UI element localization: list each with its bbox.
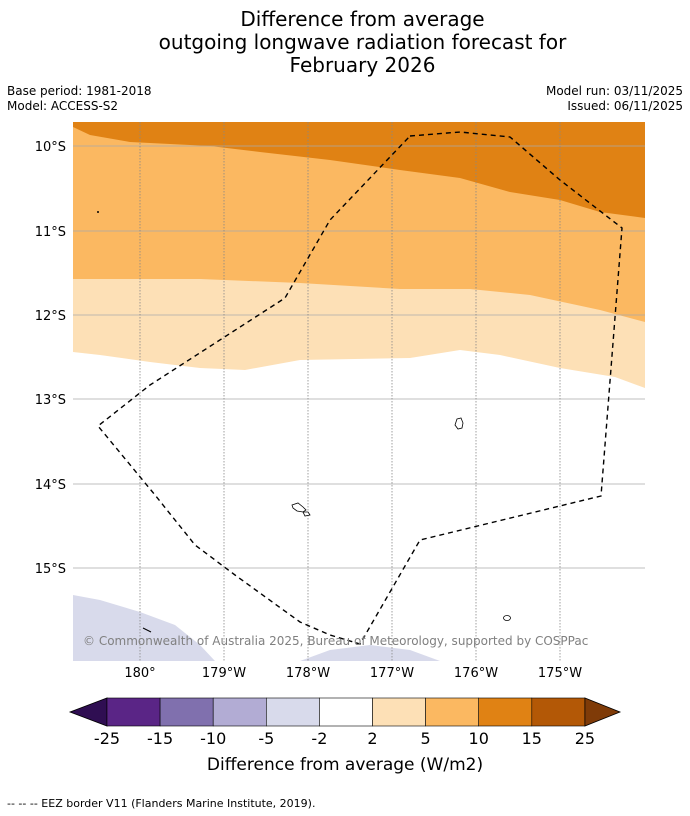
- lon-label: 177°W: [370, 666, 414, 681]
- colorbar-box: [106, 697, 161, 727]
- eez-border: [97, 131, 623, 645]
- colorbar-extend-high: [584, 697, 622, 727]
- colorbar-box: [425, 697, 480, 727]
- lat-label: 13°S: [35, 393, 66, 408]
- colorbar-tick-label: -25: [94, 729, 120, 748]
- lon-label: 176°W: [454, 666, 498, 681]
- colorbar: -25 -15 -10 -5 -2 2 5 10 15 25: [68, 697, 622, 748]
- map-figure: © Commonwealth of Australia 2025, Bureau…: [35, 122, 645, 775]
- lat-label: 12°S: [35, 309, 66, 324]
- colorbar-tick-label: -5: [258, 729, 274, 748]
- lat-labels: 10°S 11°S 12°S 13°S 14°S 15°S: [35, 140, 66, 577]
- lon-labels: 180° 179°W 178°W 177°W 176°W 175°W: [124, 666, 582, 681]
- anomaly-region-neg-2-5-south: [300, 645, 440, 661]
- model-text: Model: ACCESS-S2: [7, 99, 119, 113]
- lat-label: 14°S: [35, 478, 66, 493]
- colorbar-tick-label: -15: [147, 729, 173, 748]
- islet-dot: [97, 211, 99, 213]
- colorbar-tick-label: 15: [522, 729, 542, 748]
- island-swains: [454, 417, 464, 430]
- colorbar-tick-label: -2: [311, 729, 327, 748]
- lat-label: 10°S: [35, 140, 66, 155]
- island-tutuila: [291, 502, 307, 513]
- colorbar-tick-label: -10: [200, 729, 226, 748]
- colorbar-box: [531, 697, 586, 727]
- copyright-text: © Commonwealth of Australia 2025, Bureau…: [83, 634, 588, 648]
- colorbar-axis-title: Difference from average (W/m2): [207, 755, 483, 775]
- lat-label: 11°S: [35, 225, 66, 240]
- base-period-text: Base period: 1981-2018: [7, 84, 152, 98]
- colorbar-tick-label: 10: [469, 729, 489, 748]
- colorbar-box: [212, 697, 267, 727]
- lon-label: 180°: [124, 666, 155, 681]
- island-west: [142, 627, 152, 633]
- lat-grid: [73, 145, 645, 569]
- lon-label: 178°W: [286, 666, 330, 681]
- title-line-3: February 2026: [289, 53, 436, 77]
- chart-title: Difference from average outgoing longwav…: [0, 8, 690, 77]
- colorbar-extend-low: [68, 697, 108, 727]
- island-rose: [503, 615, 511, 621]
- colorbar-box: [159, 697, 214, 727]
- colorbar-box: [265, 697, 320, 727]
- colorbar-box: [372, 697, 426, 727]
- eez-legend: -- -- -- EEZ border V11 (Flanders Marine…: [7, 797, 316, 810]
- colorbar-tick-label: 2: [367, 729, 377, 748]
- lon-label: 175°W: [538, 666, 582, 681]
- title-line-1: Difference from average: [240, 7, 485, 31]
- issued-text: Issued: 06/11/2025: [567, 99, 683, 113]
- island-aunuu: [302, 511, 311, 517]
- colorbar-tick-label: 5: [421, 729, 431, 748]
- colorbar-box: [319, 697, 373, 727]
- lon-label: 179°W: [202, 666, 246, 681]
- map-panel: © Commonwealth of Australia 2025, Bureau…: [73, 122, 645, 661]
- colorbar-box: [478, 697, 533, 727]
- colorbar-tick-label: 25: [575, 729, 595, 748]
- meta-right: Model run: 03/11/2025 Issued: 06/11/2025: [546, 84, 683, 114]
- lat-label: 15°S: [35, 562, 66, 577]
- model-run-text: Model run: 03/11/2025: [545, 84, 683, 98]
- meta-left: Base period: 1981-2018 Model: ACCESS-S2: [7, 84, 152, 114]
- title-line-2: outgoing longwave radiation forecast for: [158, 30, 567, 54]
